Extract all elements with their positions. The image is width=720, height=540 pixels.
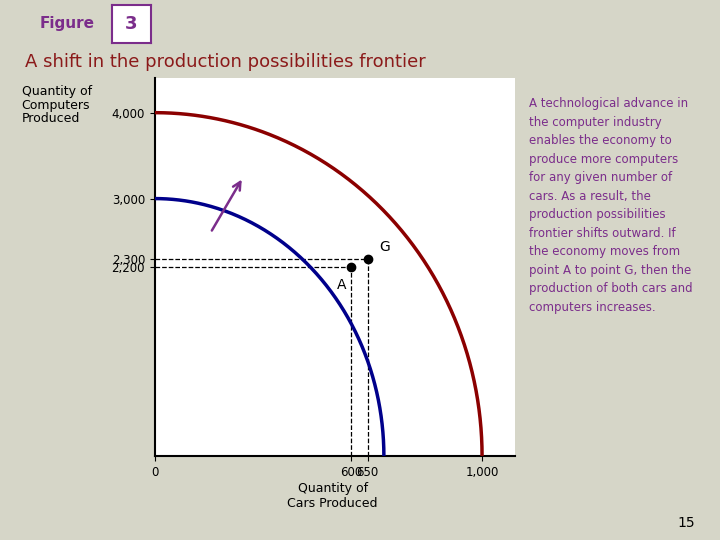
Text: A technological advance in
the computer industry
enables the economy to
produce : A technological advance in the computer …: [529, 97, 693, 314]
Text: Quantity of: Quantity of: [22, 85, 91, 98]
Text: A shift in the production possibilities frontier: A shift in the production possibilities …: [25, 53, 426, 71]
Text: 15: 15: [678, 516, 695, 530]
Text: Figure: Figure: [40, 16, 94, 31]
Text: G: G: [379, 240, 390, 254]
Text: Produced: Produced: [22, 112, 80, 125]
Text: Cars Produced: Cars Produced: [287, 497, 378, 510]
Text: A: A: [336, 278, 346, 292]
Text: Quantity of: Quantity of: [297, 482, 368, 495]
Text: 3: 3: [125, 15, 138, 33]
Text: Computers: Computers: [22, 99, 90, 112]
